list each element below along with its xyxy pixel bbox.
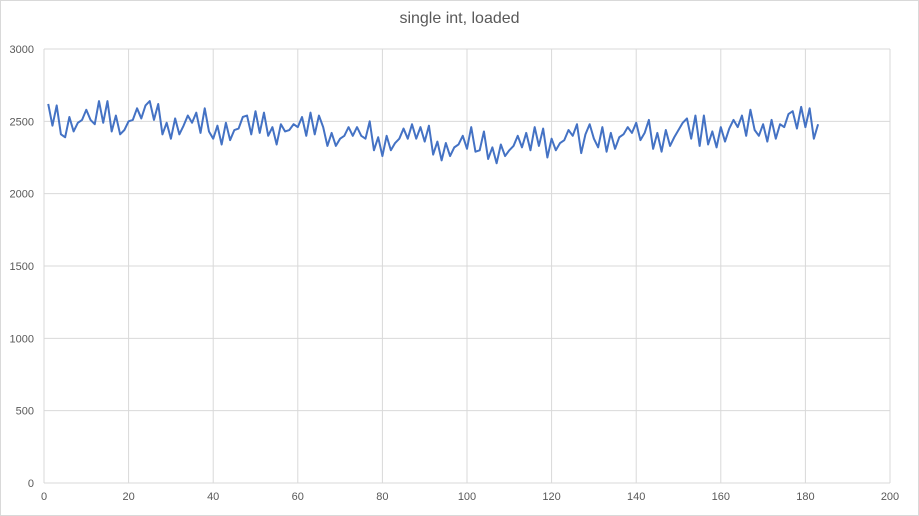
x-tick-label: 100	[458, 491, 476, 503]
y-tick-label: 1500	[10, 261, 34, 273]
x-tick-label: 20	[122, 491, 134, 503]
y-tick-label: 2000	[10, 189, 34, 201]
x-tick-label: 160	[712, 491, 730, 503]
series-line	[47, 100, 820, 165]
x-tick-label: 80	[376, 491, 388, 503]
y-tick-label: 500	[16, 406, 34, 418]
x-tick-label: 0	[41, 491, 47, 503]
x-tick-label: 40	[207, 491, 219, 503]
gridlines	[43, 48, 891, 484]
x-axis-tick-labels: 0 20 40 60 80 100 120 140 160 180 200	[41, 491, 899, 503]
x-tick-label: 120	[542, 491, 560, 503]
x-tick-label: 60	[292, 491, 304, 503]
y-tick-label: 1000	[10, 333, 34, 345]
x-tick-label: 180	[796, 491, 814, 503]
y-axis-tick-labels: 0 500 1000 1500 2000 2500 3000	[10, 44, 34, 490]
x-tick-label: 200	[881, 491, 899, 503]
x-tick-label: 140	[627, 491, 645, 503]
y-tick-label: 3000	[10, 44, 34, 56]
y-tick-label: 2500	[10, 116, 34, 128]
chart-title: single int, loaded	[399, 10, 520, 27]
y-tick-label: 0	[28, 478, 34, 490]
